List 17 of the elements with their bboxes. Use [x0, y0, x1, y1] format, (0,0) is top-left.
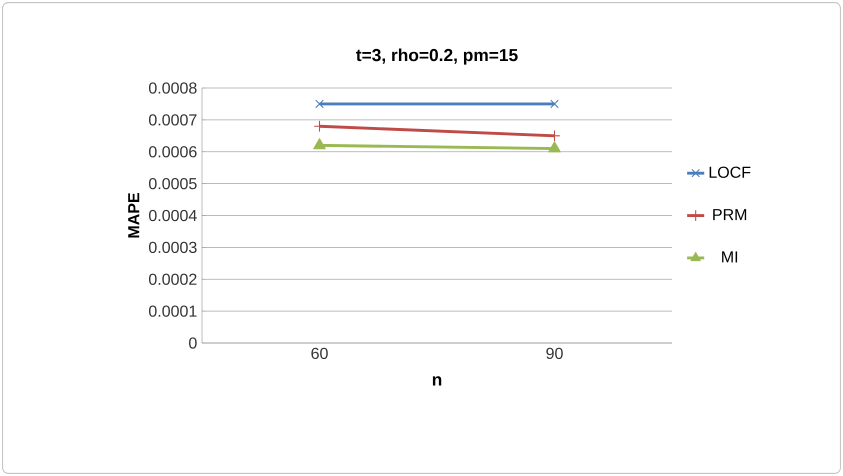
y-tick-label: 0.0008: [148, 82, 197, 94]
legend-label: LOCF: [710, 166, 750, 178]
y-axis-title: MAPE: [128, 193, 140, 238]
y-tick-label: 0.0003: [148, 242, 197, 254]
y-tick-label: 0.0001: [148, 305, 196, 317]
y-tick-label: 0.0007: [148, 114, 196, 126]
legend-label: MI: [722, 251, 738, 262]
legend-label: PRM: [713, 209, 746, 220]
x-tick-label: 90: [546, 348, 563, 360]
chart-title: t=3, rho=0.2, pm=15: [356, 48, 518, 65]
y-tick-label: 0.0004: [148, 210, 197, 222]
y-tick-label: 0.0006: [148, 146, 197, 158]
x-tick-label: 60: [311, 348, 328, 360]
y-tick-label: 0.0002: [148, 274, 196, 285]
y-tick-label: 0.0005: [148, 178, 197, 190]
y-tick-label: 0: [189, 337, 197, 349]
x-axis-title: n: [432, 376, 442, 386]
